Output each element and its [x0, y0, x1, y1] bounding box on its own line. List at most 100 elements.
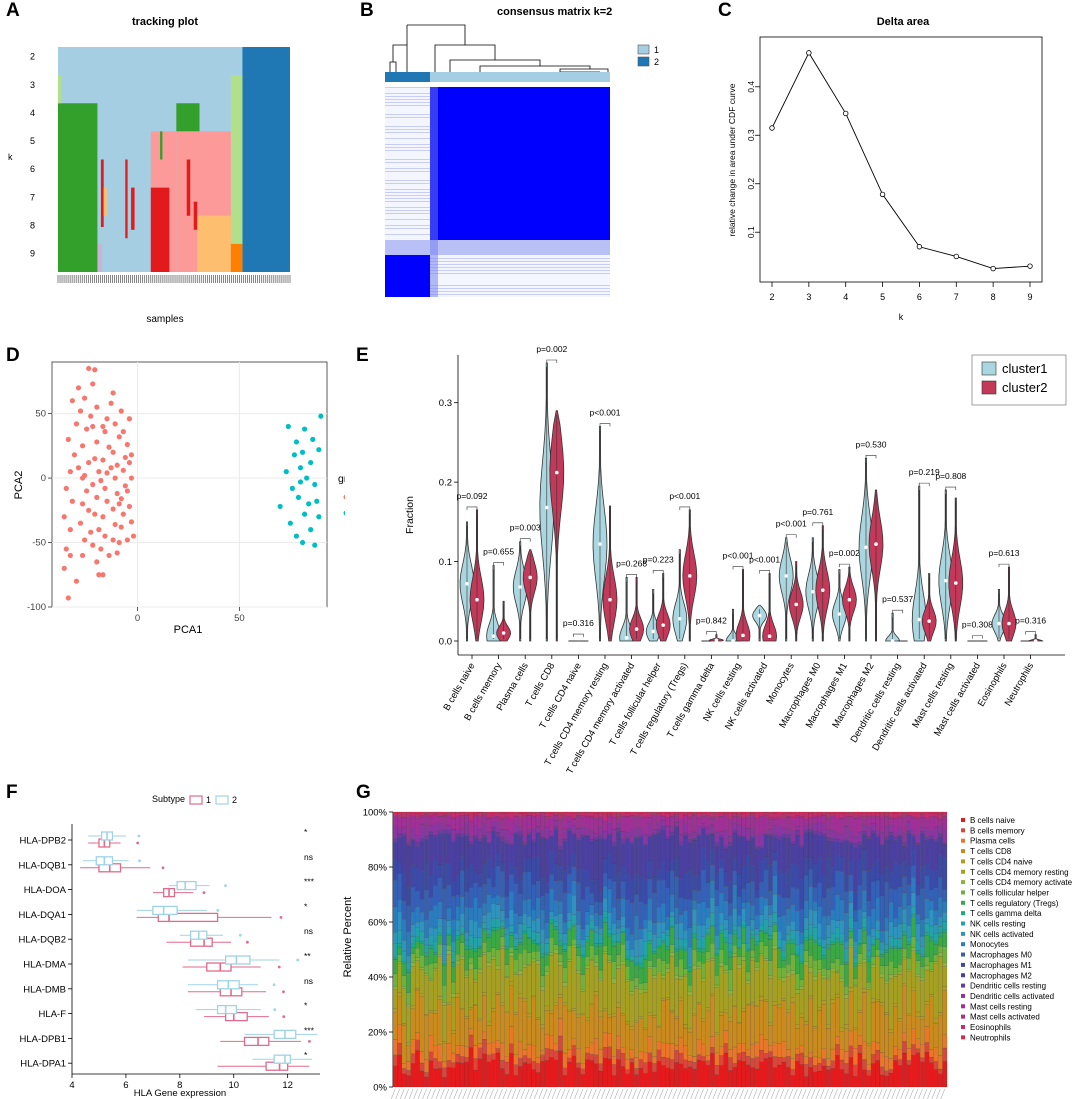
- stacked-segment: [531, 995, 537, 998]
- stacked-segment: [401, 900, 407, 920]
- stacked-segment: [602, 951, 608, 954]
- stacked-segment: [803, 1024, 809, 1057]
- stacked-segment: [513, 811, 519, 814]
- stacked-segment: [902, 922, 907, 932]
- stacked-segment: [419, 955, 425, 968]
- stacked-segment: [674, 975, 680, 980]
- stacked-segment: [790, 954, 796, 971]
- stacked-segment: [902, 934, 907, 949]
- stacked-segment: [585, 936, 590, 940]
- sample-name-tick: [565, 1088, 570, 1099]
- stacked-segment: [906, 957, 912, 970]
- stacked-segment: [410, 924, 416, 937]
- stacked-segment: [763, 945, 769, 959]
- stacked-segment: [553, 862, 559, 881]
- stacked-segment: [750, 934, 755, 939]
- stacked-segment: [736, 816, 742, 826]
- stacked-segment: [750, 1002, 755, 1006]
- stacked-segment: [459, 833, 465, 837]
- stacked-legend-label: Eosinophils: [970, 1023, 1011, 1032]
- stacked-segment: [759, 811, 764, 814]
- stacked-y-tick-label: 40%: [368, 973, 388, 984]
- pca-point-cluster1: [79, 475, 86, 481]
- matrix-streak: [430, 264, 610, 265]
- stacked-segment: [942, 912, 948, 922]
- stacked-segment: [888, 978, 894, 1030]
- stacked-segment: [446, 811, 452, 813]
- stacked-segment: [750, 814, 755, 816]
- stacked-segment: [781, 897, 787, 916]
- stacked-segment: [705, 934, 711, 952]
- stacked-segment: [665, 935, 671, 947]
- pca-point-cluster1: [84, 426, 90, 432]
- stacked-segment: [397, 816, 403, 818]
- stacked-segment: [924, 827, 930, 837]
- stacked-segment: [500, 1002, 505, 1006]
- pca-point-cluster2: [304, 475, 310, 481]
- stacked-segment: [571, 811, 577, 814]
- pca-point-cluster1: [92, 511, 98, 517]
- stacked-segment: [611, 841, 617, 846]
- stacked-segment: [540, 815, 545, 831]
- stacked-segment: [768, 1022, 773, 1026]
- stacked-segment: [464, 811, 470, 814]
- box-x-tick-label: 10: [228, 1080, 239, 1091]
- stacked-segment: [830, 1048, 836, 1061]
- stacked-segment: [504, 843, 510, 880]
- stacked-segment: [862, 917, 867, 928]
- stacked-segment: [844, 986, 849, 995]
- stacked-segment: [853, 816, 858, 819]
- stacked-segment: [634, 1057, 639, 1069]
- stacked-segment: [830, 838, 836, 842]
- stacked-segment: [929, 830, 934, 837]
- stacked-segment: [625, 926, 630, 941]
- stacked-segment: [446, 920, 452, 927]
- stacked-segment: [772, 1005, 778, 1043]
- stacked-segment: [526, 828, 532, 833]
- pca-point-cluster1: [96, 527, 102, 533]
- stacked-segment: [643, 1027, 648, 1030]
- pvalue-label: p<0.001: [590, 408, 621, 418]
- pvalue-bracket: [1025, 631, 1036, 635]
- stacked-y-tick-label: 20%: [368, 1028, 388, 1039]
- stacked-segment: [580, 954, 586, 958]
- stacked-segment: [625, 812, 630, 816]
- stacked-segment: [902, 1041, 907, 1054]
- stacked-segment: [929, 971, 934, 995]
- stacked-segment: [415, 922, 420, 928]
- pca-point-cluster1: [118, 524, 124, 530]
- stacked-segment: [888, 816, 894, 819]
- pca-point-cluster1: [67, 469, 73, 475]
- stacked-segment: [643, 844, 648, 846]
- stacked-segment: [777, 916, 782, 932]
- sample-name-tick: [408, 1088, 414, 1099]
- stacked-segment: [495, 865, 501, 896]
- stacked-segment: [419, 940, 425, 944]
- stacked-segment: [929, 811, 934, 814]
- stacked-segment: [817, 883, 822, 907]
- stacked-segment: [710, 816, 715, 819]
- stacked-segment: [647, 817, 653, 823]
- stacked-segment: [897, 923, 903, 939]
- stacked-segment: [897, 1021, 903, 1050]
- stacked-segment: [745, 971, 751, 981]
- stacked-segment: [902, 814, 907, 817]
- stacked-segment: [410, 840, 416, 865]
- stacked-segment: [611, 907, 617, 924]
- stacked-segment: [803, 950, 809, 962]
- stacked-segment: [406, 1045, 411, 1062]
- tracking-block: [230, 75, 243, 250]
- stacked-segment: [593, 995, 599, 1039]
- stacked-segment: [482, 862, 487, 885]
- stacked-segment: [803, 825, 809, 830]
- legend-label-2: 2: [654, 57, 659, 67]
- stacked-segment: [821, 947, 827, 956]
- stacked-segment: [638, 1016, 644, 1019]
- stacked-segment: [531, 816, 537, 829]
- stacked-segment: [817, 831, 822, 836]
- stacked-segment: [777, 979, 782, 1005]
- stacked-segment: [660, 1065, 666, 1088]
- tracking-row-label: 6: [30, 164, 35, 174]
- stacked-segment: [812, 863, 818, 888]
- subtype-label-1: 1: [206, 795, 211, 805]
